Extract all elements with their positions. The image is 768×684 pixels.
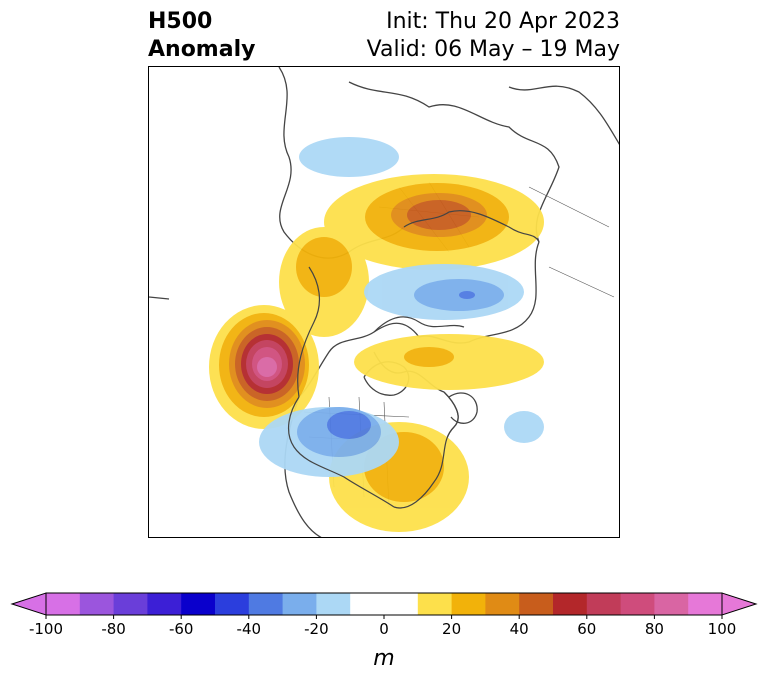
colorbar-segment bbox=[147, 593, 182, 615]
colorbar-max-extension bbox=[721, 592, 758, 616]
colorbar-tick-label: -20 bbox=[304, 620, 329, 638]
colorbar-segment bbox=[620, 593, 655, 615]
colorbar-tick-label: 100 bbox=[708, 620, 737, 638]
colorbar-segment bbox=[553, 593, 588, 615]
colorbar-min-extension bbox=[10, 592, 47, 616]
colorbar-segment bbox=[688, 593, 723, 615]
coastlines-overlay bbox=[287, 210, 540, 509]
colorbar-svg: -100 -80 -60 -40 -20 0 20 40 60 80 100 bbox=[10, 592, 758, 638]
map-title: H500 Anomaly bbox=[148, 8, 255, 64]
colorbar-segment bbox=[384, 593, 419, 615]
title-line-1: H500 bbox=[148, 9, 213, 34]
colorbar-segment bbox=[519, 593, 554, 615]
colorbar-tick-label: -100 bbox=[29, 620, 63, 638]
init-date: Init: Thu 20 Apr 2023 bbox=[386, 9, 620, 34]
forecast-dates: Init: Thu 20 Apr 2023 Valid: 06 May – 19… bbox=[367, 8, 620, 64]
colorbar-segment bbox=[181, 593, 216, 615]
colorbar-tick-label: -60 bbox=[169, 620, 194, 638]
colorbar-segment bbox=[586, 593, 622, 615]
colorbar-tick-label: 60 bbox=[577, 620, 596, 638]
colorbar-segment bbox=[282, 593, 317, 615]
negative-anomalies bbox=[259, 137, 544, 477]
colorbar-segment bbox=[417, 593, 453, 615]
colorbar-segment bbox=[215, 593, 250, 615]
anomaly-map bbox=[148, 66, 620, 538]
colorbar-tick-label: 80 bbox=[645, 620, 664, 638]
valid-period: Valid: 06 May – 19 May bbox=[366, 37, 620, 62]
title-line-2: Anomaly bbox=[148, 37, 256, 62]
colorbar-segment bbox=[113, 593, 148, 615]
anomaly-map-svg bbox=[149, 67, 619, 537]
colorbar-tick-label: 0 bbox=[379, 620, 389, 638]
colorbar-segment bbox=[46, 593, 81, 615]
colorbar-tick-label: 20 bbox=[442, 620, 461, 638]
colorbar-tick-label: -80 bbox=[101, 620, 126, 638]
colorbar-segment bbox=[451, 593, 486, 615]
colorbar-segment bbox=[654, 593, 689, 615]
colorbar-segment bbox=[79, 593, 115, 615]
colorbar: -100 -80 -60 -40 -20 0 20 40 60 80 100 bbox=[0, 580, 768, 644]
colorbar-segment bbox=[316, 593, 351, 615]
colorbar-unit: m bbox=[373, 646, 395, 671]
colorbar-segment bbox=[350, 593, 385, 615]
colorbar-segment bbox=[485, 593, 520, 615]
colorbar-tick-label: 40 bbox=[510, 620, 529, 638]
positive-anomalies bbox=[209, 174, 544, 532]
colorbar-segment bbox=[248, 593, 284, 615]
colorbar-tick-label: -40 bbox=[237, 620, 262, 638]
